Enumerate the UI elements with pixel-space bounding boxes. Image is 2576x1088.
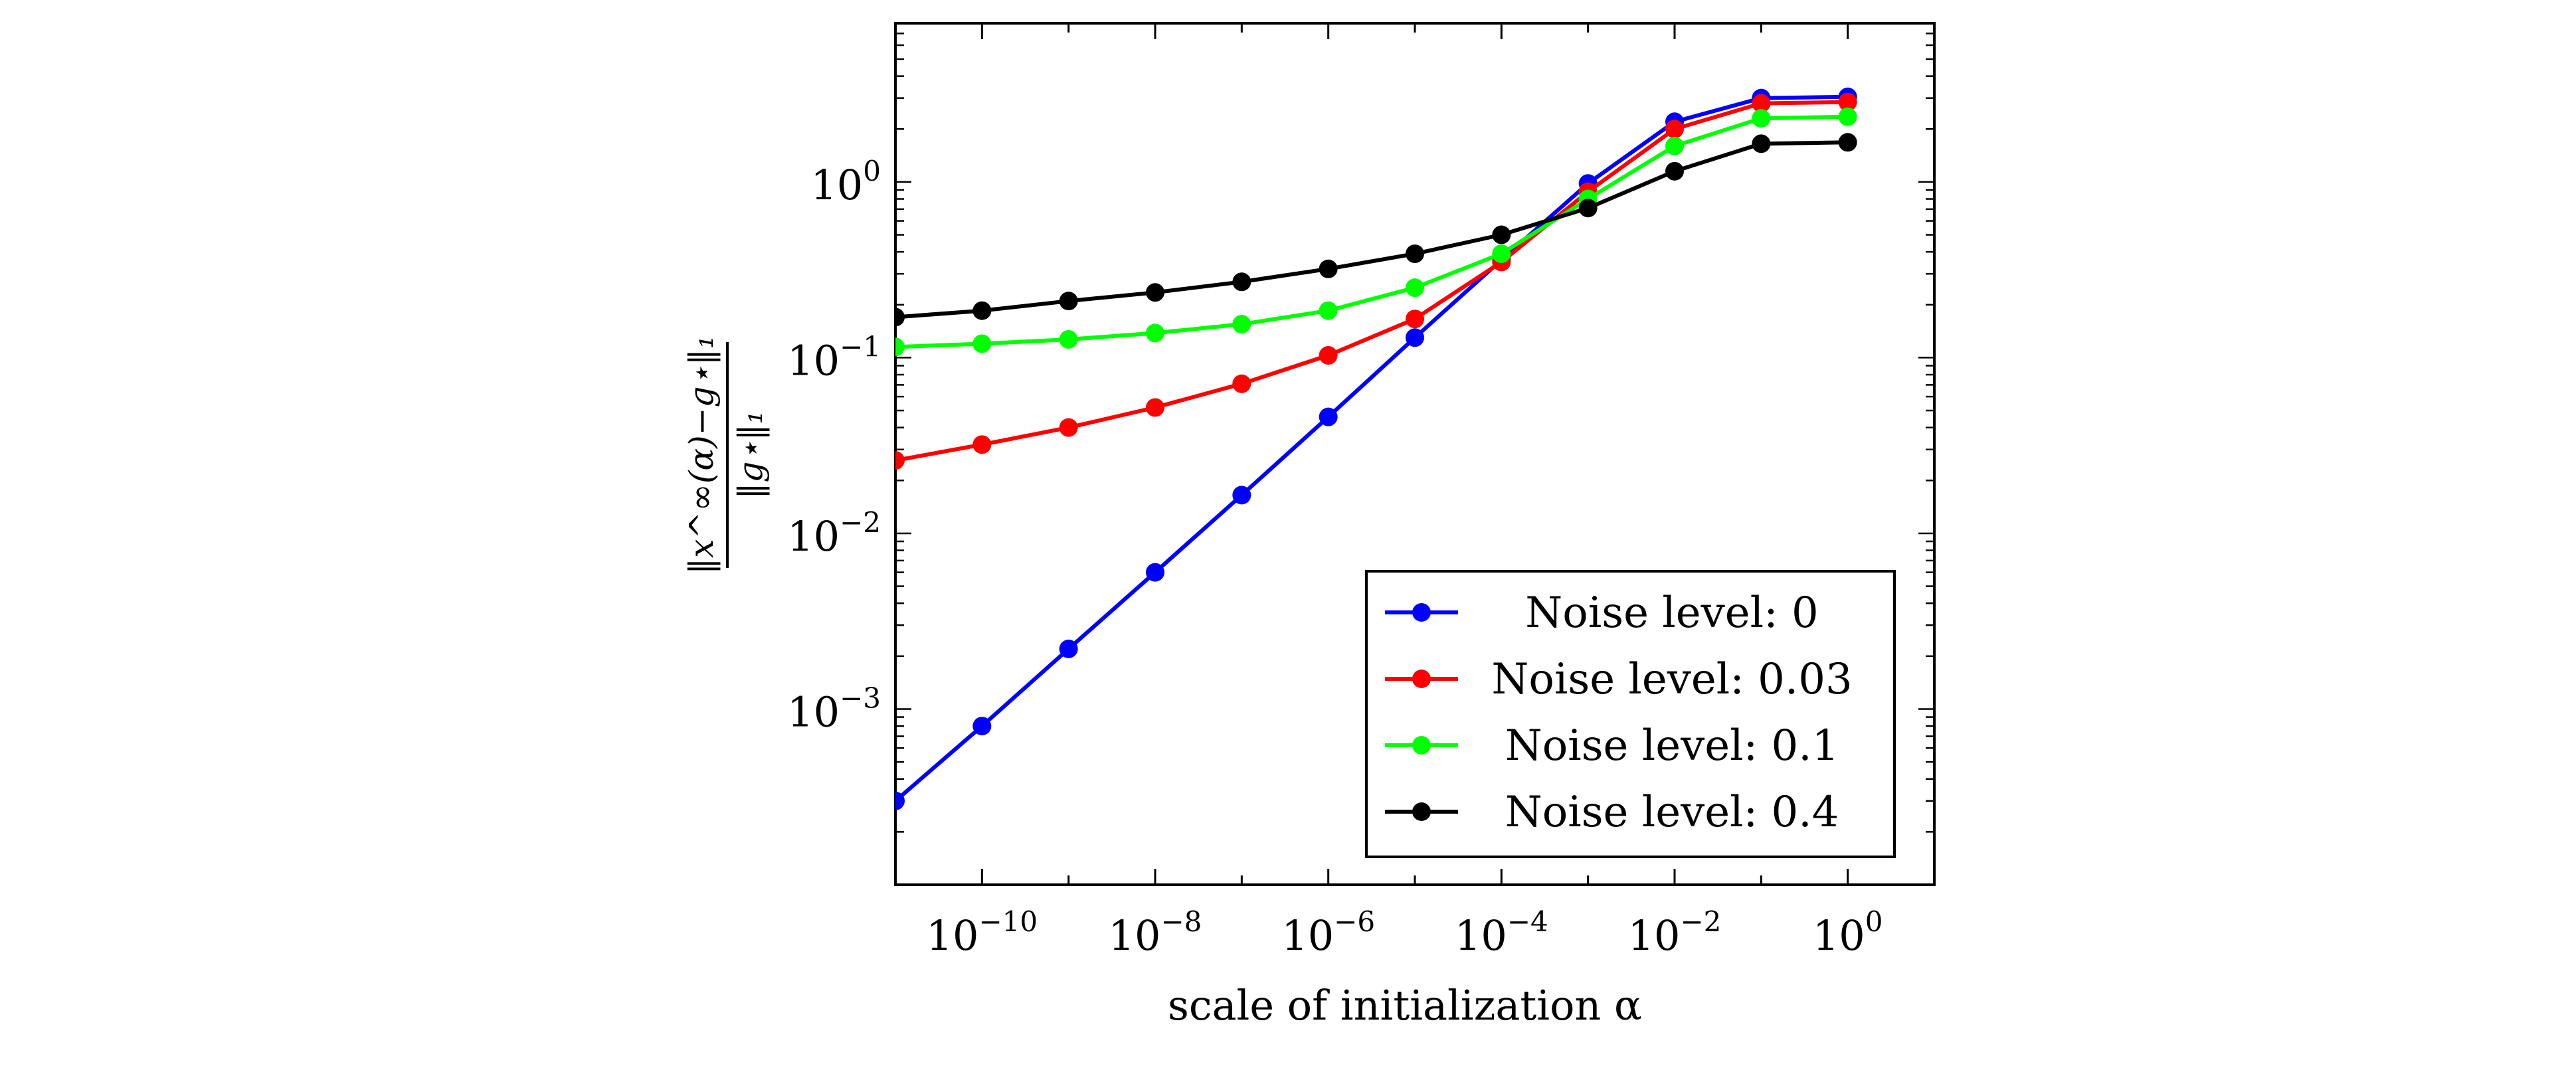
data-point: [1059, 329, 1078, 349]
data-point: [972, 301, 992, 320]
y-axis-label-denominator: ‖g⋆‖₁: [731, 410, 770, 499]
data-point: [1578, 199, 1598, 218]
data-point: [1232, 315, 1251, 334]
y-tick-label: 10−1: [787, 330, 881, 385]
legend-label: Noise level: 0.1: [1505, 721, 1839, 771]
legend-box: [1365, 570, 1896, 858]
data-point: [1319, 301, 1338, 320]
x-tick-label: 10−10: [927, 905, 1038, 960]
data-point: [1319, 259, 1338, 278]
legend: Noise level: 0 Noise level: 0.03 Noise lev…: [1365, 570, 1896, 858]
x-tick-label: 100: [1813, 905, 1883, 960]
data-point: [1232, 486, 1251, 505]
data-point: [1752, 134, 1771, 153]
y-tick-label: 10−3: [787, 681, 881, 736]
data-point: [1146, 323, 1164, 343]
data-point: [1665, 161, 1684, 181]
data-point: [895, 308, 905, 327]
series-2: [895, 107, 1857, 357]
data-point: [895, 791, 905, 810]
series-1: [895, 92, 1857, 470]
legend-marker: [1412, 802, 1431, 821]
data-point: [1665, 120, 1684, 139]
legend-label: Noise level: 0.03: [1491, 655, 1852, 704]
series-group: [895, 87, 1857, 810]
series-line: [895, 114, 1848, 349]
data-point: [1059, 639, 1078, 658]
data-point: [1146, 283, 1164, 302]
data-point: [1665, 136, 1684, 155]
data-point: [1319, 407, 1338, 426]
legend-item: Noise level: 0.1: [1385, 721, 1839, 771]
data-point: [1492, 244, 1511, 264]
data-point: [1232, 374, 1251, 393]
data-point: [1146, 563, 1164, 582]
data-point: [895, 451, 905, 470]
data-point: [1232, 272, 1251, 292]
data-point: [1059, 418, 1078, 437]
tick-marks: [894, 22, 1936, 886]
y-tick-label: 100: [810, 155, 881, 209]
axis-labels: scale of initialization α ‖x^∞(α)−g⋆‖₁ ‖…: [682, 335, 1642, 1030]
data-point: [1752, 109, 1771, 128]
data-point: [972, 717, 992, 736]
data-point: [972, 435, 992, 454]
data-point: [1319, 346, 1338, 365]
x-tick-label: 10−8: [1109, 905, 1202, 960]
x-tick-label: 10−2: [1628, 905, 1722, 960]
legend-item: Noise level: 0.4: [1385, 788, 1839, 837]
data-point: [972, 334, 992, 353]
data-point: [1838, 133, 1857, 152]
data-point: [1406, 278, 1424, 298]
data-point: [1752, 94, 1771, 113]
legend-marker: [1412, 670, 1431, 688]
data-point: [1146, 398, 1164, 417]
data-point: [895, 337, 905, 357]
y-axis-label-numerator: ‖x^∞(α)−g⋆‖₁: [682, 335, 721, 575]
series-line: [895, 140, 1848, 319]
data-point: [1406, 244, 1424, 264]
data-point: [1492, 225, 1511, 244]
x-tick-label: 10−4: [1455, 905, 1548, 960]
data-point: [1059, 292, 1078, 311]
y-axis-label: ‖x^∞(α)−g⋆‖₁ ‖g⋆‖₁: [682, 335, 770, 575]
data-point: [1406, 328, 1424, 347]
legend-item: Noise level: 0.03: [1385, 655, 1853, 704]
series-line: [895, 94, 1848, 803]
x-axis-label: scale of initialization α: [1168, 981, 1642, 1030]
series-line: [895, 100, 1848, 463]
axes: 10−10 10−8 10−6 10−4 10−2 100 10−3 10−2 10−1 100: [787, 22, 1936, 960]
series-3: [895, 133, 1857, 327]
legend-marker: [1412, 736, 1431, 755]
y-tick-label: 10−2: [787, 506, 881, 561]
data-point: [1406, 310, 1424, 329]
legend-label: Noise level: 0: [1525, 589, 1819, 638]
data-point: [1838, 107, 1857, 126]
legend-label: Noise level: 0.4: [1505, 788, 1839, 837]
legend-item: Noise level: 0: [1385, 589, 1819, 638]
x-tick-label: 10−6: [1281, 905, 1375, 960]
legend-marker: [1412, 603, 1431, 622]
data-point: [1838, 92, 1857, 112]
